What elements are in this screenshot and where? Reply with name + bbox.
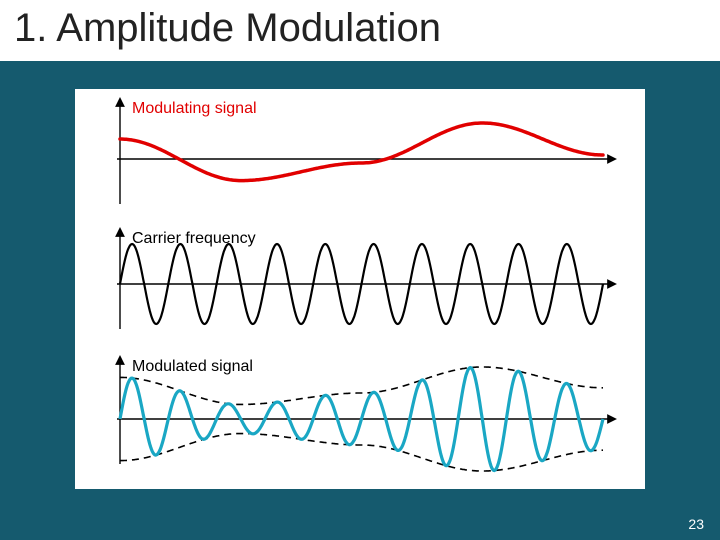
svg-text:Modulated signal: Modulated signal xyxy=(132,358,253,375)
svg-text:Modulating signal: Modulating signal xyxy=(132,100,257,117)
am-diagram: Modulating signal Carrier frequency Modula… xyxy=(75,89,645,489)
page-number: 23 xyxy=(688,516,704,532)
slide-title: 1. Amplitude Modulation xyxy=(14,6,706,51)
svg-text:Carrier frequency: Carrier frequency xyxy=(132,230,256,247)
figure-container: Modulating signal Carrier frequency Modula… xyxy=(0,89,720,489)
title-bar: 1. Amplitude Modulation xyxy=(0,0,720,61)
